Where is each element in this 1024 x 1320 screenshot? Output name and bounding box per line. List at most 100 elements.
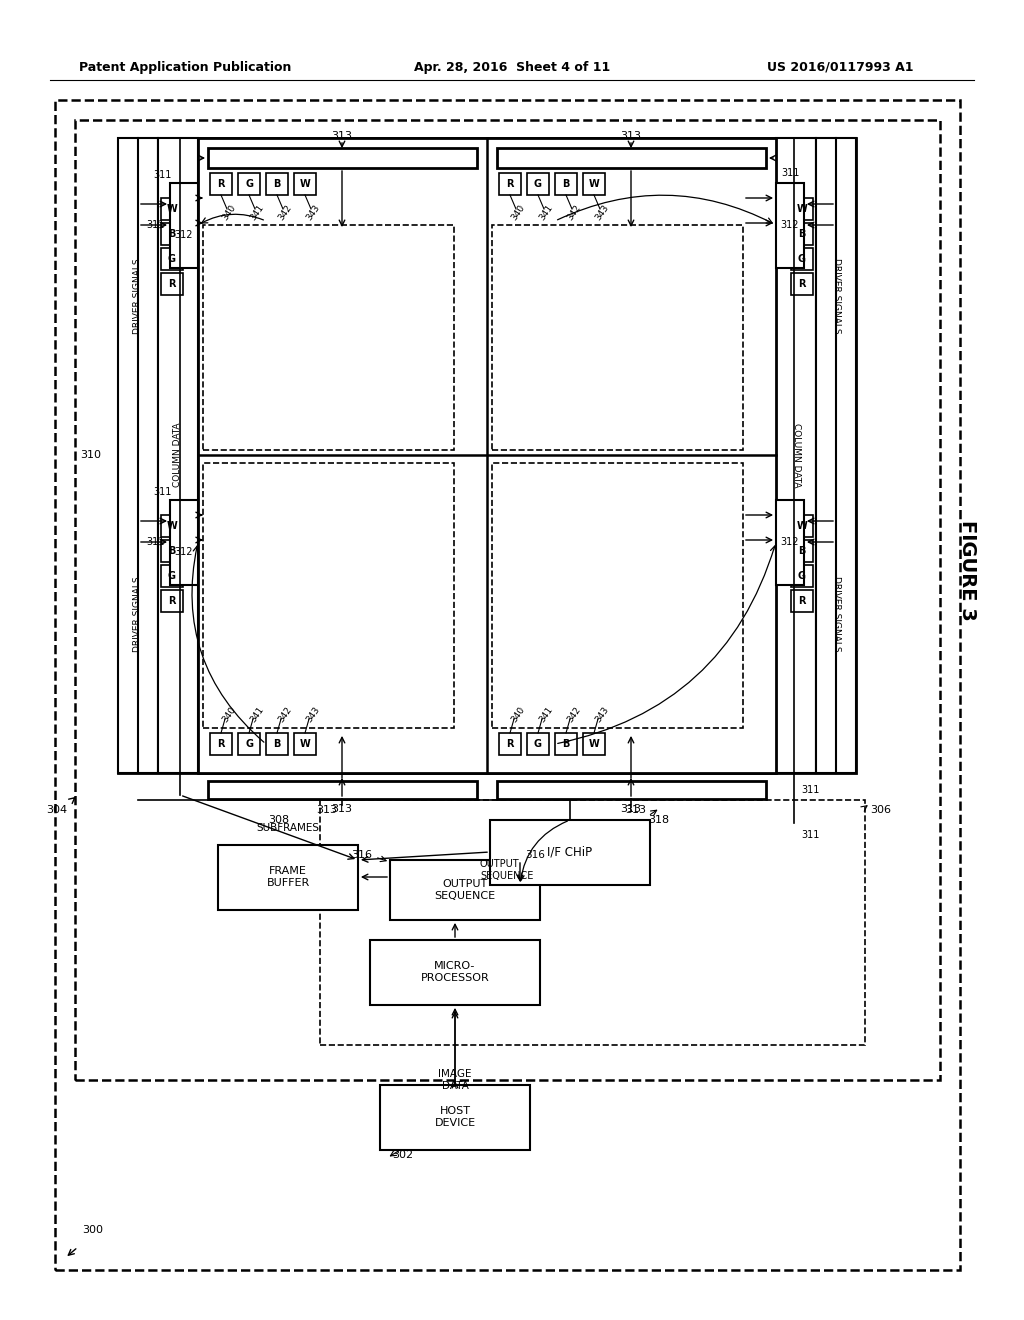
Bar [218, 845, 358, 909]
Bar [238, 733, 260, 755]
Bar [497, 148, 766, 168]
Text: G: G [245, 180, 253, 189]
Text: W: W [797, 521, 807, 531]
Bar [55, 100, 961, 1270]
Text: R: R [799, 597, 806, 606]
Text: G: G [534, 739, 542, 748]
Text: R: R [168, 597, 176, 606]
Text: 343: 343 [304, 705, 322, 725]
Text: B: B [799, 546, 806, 556]
Bar [499, 733, 521, 755]
Bar [294, 733, 316, 755]
Text: W: W [167, 205, 177, 214]
Text: 343: 343 [304, 203, 322, 223]
Text: IMAGE
DATA: IMAGE DATA [438, 1069, 472, 1090]
Bar [208, 781, 477, 799]
Bar [791, 590, 813, 612]
Bar [791, 273, 813, 294]
Text: 313: 313 [332, 804, 352, 814]
Bar [492, 224, 743, 450]
Text: 313: 313 [621, 804, 641, 814]
Text: DRIVER SIGNALS: DRIVER SIGNALS [133, 577, 142, 652]
Text: 311: 311 [802, 785, 820, 795]
Text: FRAME
BUFFER: FRAME BUFFER [266, 866, 309, 888]
Bar [210, 173, 232, 195]
Text: 313: 313 [621, 131, 641, 141]
Text: B: B [562, 180, 569, 189]
Text: HOST
DEVICE: HOST DEVICE [434, 1106, 475, 1127]
Text: B: B [273, 739, 281, 748]
Text: B: B [799, 228, 806, 239]
Text: 343: 343 [593, 705, 610, 725]
Bar [161, 223, 183, 246]
Text: 311: 311 [153, 170, 171, 180]
Text: B: B [168, 228, 176, 239]
Text: 311: 311 [802, 830, 820, 840]
Text: COLUMN DATA: COLUMN DATA [173, 422, 182, 487]
Text: B: B [562, 739, 569, 748]
Bar [161, 565, 183, 587]
Bar [776, 183, 804, 268]
Text: 341: 341 [249, 705, 265, 725]
Text: 341: 341 [538, 203, 555, 223]
Text: OUTPUT
SEQUENCE: OUTPUT SEQUENCE [434, 879, 496, 900]
Bar [203, 463, 454, 729]
Text: G: G [168, 572, 176, 581]
Bar [791, 565, 813, 587]
Text: I/F CHiP: I/F CHiP [548, 846, 593, 858]
Text: COLUMN DATA: COLUMN DATA [792, 422, 801, 487]
Text: 342: 342 [276, 705, 294, 725]
Text: 340: 340 [509, 203, 526, 223]
Text: DRIVER SIGNALS: DRIVER SIGNALS [831, 577, 841, 652]
Text: DRIVER SIGNALS: DRIVER SIGNALS [133, 259, 142, 334]
Text: 312: 312 [780, 537, 800, 546]
Text: 304: 304 [46, 805, 67, 814]
Text: R: R [506, 180, 514, 189]
Text: R: R [168, 279, 176, 289]
Bar [161, 273, 183, 294]
Bar [118, 139, 856, 774]
Text: 316: 316 [525, 850, 545, 861]
Bar [527, 733, 549, 755]
Text: 306: 306 [870, 805, 891, 814]
Text: 343: 343 [593, 203, 610, 223]
Bar [390, 861, 540, 920]
Text: 341: 341 [249, 203, 265, 223]
Bar [75, 120, 940, 1080]
Text: 302: 302 [392, 1150, 413, 1160]
Text: G: G [168, 253, 176, 264]
Text: G: G [534, 180, 542, 189]
Text: 308: 308 [268, 814, 289, 825]
Bar [583, 733, 605, 755]
Text: 311: 311 [781, 168, 799, 178]
Text: Apr. 28, 2016  Sheet 4 of 11: Apr. 28, 2016 Sheet 4 of 11 [414, 61, 610, 74]
Text: 313: 313 [626, 805, 646, 814]
Text: 313: 313 [316, 805, 338, 814]
Bar [791, 515, 813, 537]
Text: G: G [798, 253, 806, 264]
Text: R: R [217, 739, 224, 748]
Bar [170, 500, 198, 585]
Text: R: R [217, 180, 224, 189]
Text: 342: 342 [565, 705, 583, 725]
Text: 340: 340 [220, 203, 238, 223]
Text: MICRO-
PROCESSOR: MICRO- PROCESSOR [421, 961, 489, 983]
Text: W: W [797, 205, 807, 214]
Bar [816, 139, 856, 774]
Text: 342: 342 [565, 203, 583, 223]
Bar [370, 940, 540, 1005]
Bar [118, 139, 158, 774]
Bar [492, 463, 743, 729]
Bar [161, 540, 183, 562]
Bar [555, 173, 577, 195]
Bar [776, 139, 816, 774]
Bar [555, 733, 577, 755]
Bar [161, 248, 183, 271]
Bar [499, 173, 521, 195]
Text: G: G [798, 572, 806, 581]
Bar [203, 224, 454, 450]
Bar [380, 1085, 530, 1150]
Text: Patent Application Publication: Patent Application Publication [79, 61, 291, 74]
Bar [776, 500, 804, 585]
Bar [527, 173, 549, 195]
